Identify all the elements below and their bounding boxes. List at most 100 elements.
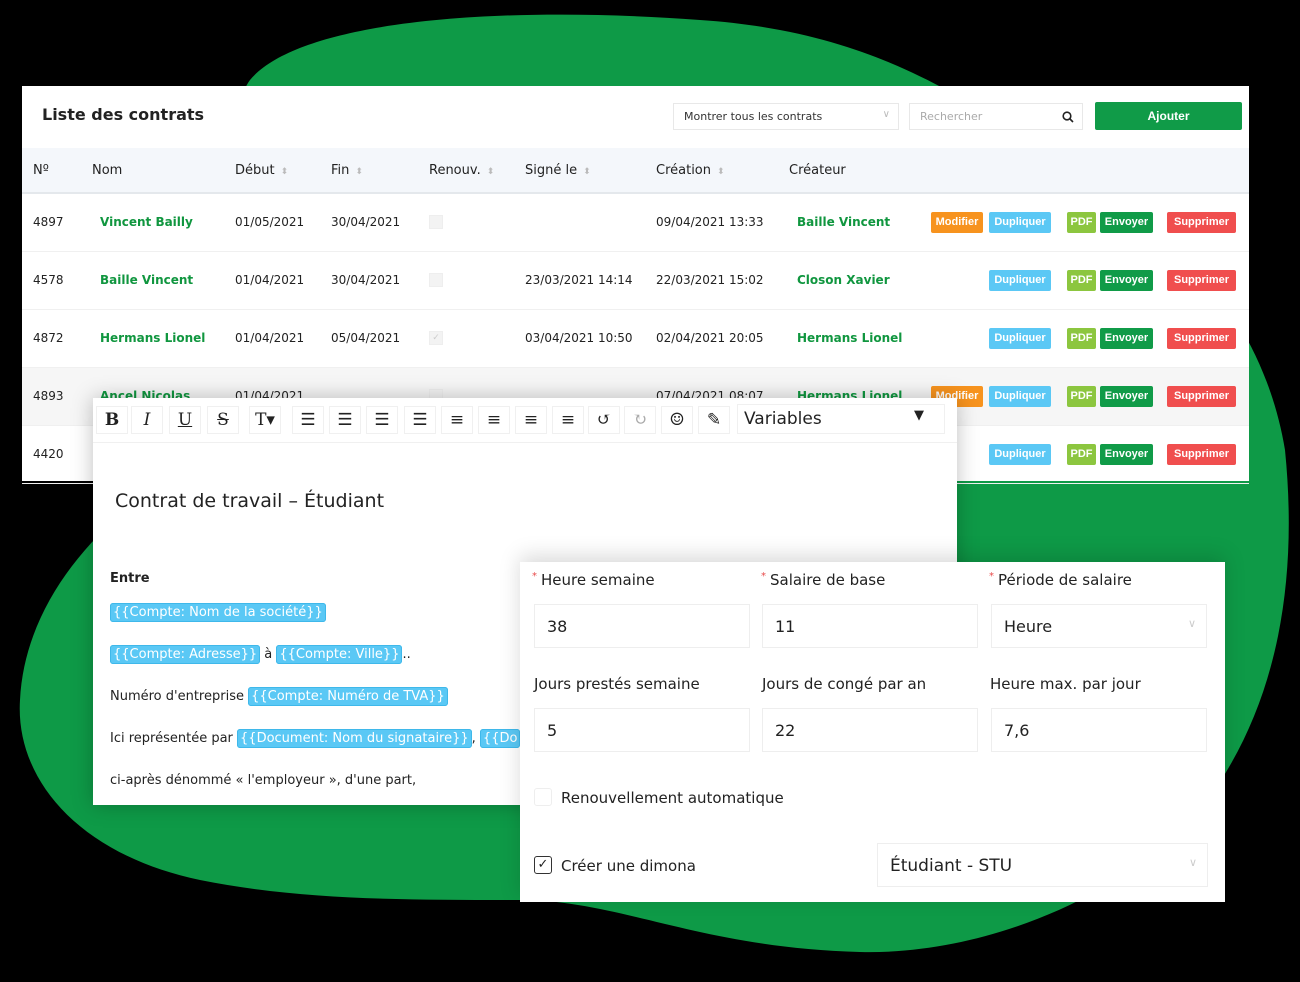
variable-tag[interactable]: {{Do bbox=[479, 729, 521, 748]
salary-period-label: * Période de salaire bbox=[989, 571, 1132, 589]
supprimer-button[interactable]: Supprimer bbox=[1167, 444, 1236, 465]
page-title: Liste des contrats bbox=[42, 105, 205, 124]
align-left-icon[interactable]: ≡ bbox=[441, 406, 473, 434]
pen-icon[interactable]: ✎ bbox=[698, 406, 730, 434]
redo-icon[interactable]: ↻ bbox=[624, 406, 656, 434]
dupliquer-button[interactable]: Dupliquer bbox=[989, 444, 1051, 465]
pdf-button[interactable]: PDF bbox=[1067, 212, 1096, 233]
envoyer-button[interactable]: Envoyer bbox=[1100, 444, 1153, 465]
cell-name[interactable]: Vincent Bailly bbox=[100, 215, 193, 229]
column-header[interactable]: Renouv. ⬍ bbox=[429, 163, 495, 178]
cell-name[interactable]: Hermans Lionel bbox=[100, 331, 206, 345]
supprimer-button[interactable]: Supprimer bbox=[1167, 386, 1236, 407]
required-marker: * bbox=[761, 571, 766, 582]
sort-icon[interactable]: ⬍ bbox=[717, 167, 725, 177]
cell-end: 30/04/2021 bbox=[331, 215, 401, 229]
underline-icon[interactable]: U bbox=[169, 406, 201, 434]
dupliquer-button[interactable]: Dupliquer bbox=[989, 386, 1051, 407]
pdf-button[interactable]: PDF bbox=[1067, 444, 1096, 465]
search-input[interactable]: Rechercher bbox=[909, 103, 1083, 130]
table-row: 4897 Vincent Bailly 01/05/2021 30/04/2021 09… bbox=[22, 194, 1249, 252]
max-hours-input[interactable]: 7,6 bbox=[991, 708, 1207, 752]
italic-icon[interactable]: I bbox=[131, 406, 163, 434]
table-row: 4872 Hermans Lionel 01/04/2021 05/04/2021 03… bbox=[22, 310, 1249, 368]
supprimer-button[interactable]: Supprimer bbox=[1167, 212, 1236, 233]
variable-tag[interactable]: {{Compte: Ville}} bbox=[276, 645, 403, 664]
envoyer-button[interactable]: Envoyer bbox=[1100, 386, 1153, 407]
required-marker: * bbox=[989, 571, 994, 582]
variable-tag[interactable]: {{Compte: Adresse}} bbox=[110, 645, 261, 664]
emoji-icon[interactable]: ☺ bbox=[661, 406, 693, 434]
pdf-button[interactable]: PDF bbox=[1067, 328, 1096, 349]
cell-id: 4872 bbox=[33, 331, 64, 345]
envoyer-button[interactable]: Envoyer bbox=[1100, 212, 1153, 233]
variables-label: Variables bbox=[744, 409, 822, 429]
numbered-list-icon[interactable]: ☰ bbox=[329, 406, 361, 434]
search-icon[interactable] bbox=[1062, 111, 1074, 123]
supprimer-button[interactable]: Supprimer bbox=[1167, 328, 1236, 349]
text: à bbox=[260, 647, 277, 662]
dupliquer-button[interactable]: Dupliquer bbox=[989, 328, 1051, 349]
envoyer-button[interactable]: Envoyer bbox=[1100, 328, 1153, 349]
text-size-icon[interactable]: T▾ bbox=[249, 406, 281, 434]
cell-id: 4578 bbox=[33, 273, 64, 287]
align-center-icon[interactable]: ≡ bbox=[478, 406, 510, 434]
dupliquer-button[interactable]: Dupliquer bbox=[989, 270, 1051, 291]
contracts-filter-select[interactable]: Montrer tous les contrats ∨ bbox=[673, 103, 899, 130]
align-right-icon[interactable]: ≡ bbox=[515, 406, 547, 434]
dimona-type-select[interactable]: Étudiant - STU ∨ bbox=[877, 843, 1208, 887]
cell-creator[interactable]: Hermans Lionel bbox=[797, 331, 903, 345]
variable-tag[interactable]: {{Document: Nom du signataire}} bbox=[237, 729, 472, 748]
cell-signed: 23/03/2021 14:14 bbox=[525, 273, 633, 287]
supprimer-button[interactable]: Supprimer bbox=[1167, 270, 1236, 291]
sort-icon[interactable]: ⬍ bbox=[486, 167, 495, 177]
cell-start: 01/05/2021 bbox=[235, 215, 305, 229]
sort-icon[interactable]: ⬍ bbox=[583, 167, 591, 177]
hours-week-input[interactable]: 38 bbox=[534, 604, 750, 648]
column-header[interactable]: Fin ⬍ bbox=[331, 163, 363, 178]
renew-checkbox: ✓ bbox=[429, 331, 443, 345]
auto-renew-checkbox[interactable] bbox=[534, 788, 552, 806]
cell-creator[interactable]: Baille Vincent bbox=[797, 215, 891, 229]
contract-settings-form: * Heure semaine * Salaire de base * Période… bbox=[520, 562, 1225, 902]
outdent-icon[interactable]: ☰ bbox=[404, 406, 436, 434]
sort-icon[interactable]: ⬍ bbox=[355, 167, 363, 177]
base-salary-input[interactable]: 11 bbox=[762, 604, 978, 648]
add-contract-button[interactable]: Ajouter bbox=[1095, 102, 1242, 130]
column-header[interactable]: Signé le ⬍ bbox=[525, 163, 591, 178]
renew-checkbox bbox=[429, 215, 443, 229]
text: , bbox=[471, 731, 480, 746]
dupliquer-button[interactable]: Dupliquer bbox=[989, 212, 1051, 233]
cell-creator[interactable]: Closon Xavier bbox=[797, 273, 890, 287]
sort-icon[interactable]: ⬍ bbox=[280, 167, 289, 177]
salary-period-select[interactable]: Heure ∨ bbox=[991, 604, 1207, 648]
check-icon: ✓ bbox=[537, 857, 549, 872]
column-header[interactable]: Création ⬍ bbox=[656, 163, 725, 178]
entre-label: Entre bbox=[110, 571, 150, 586]
bold-icon[interactable]: B bbox=[96, 406, 128, 434]
line-employer: ci-après dénommé « l'employeur », d'une … bbox=[110, 773, 417, 788]
variables-dropdown[interactable]: Variables ▼ bbox=[737, 404, 945, 434]
pdf-button[interactable]: PDF bbox=[1067, 270, 1096, 291]
dimona-checkbox[interactable]: ✓ bbox=[534, 856, 552, 874]
column-header[interactable]: Début ⬍ bbox=[235, 163, 289, 178]
cell-start: 01/04/2021 bbox=[235, 273, 305, 287]
strikethrough-icon[interactable]: S bbox=[207, 406, 239, 434]
max-hours-label: Heure max. par jour bbox=[990, 675, 1141, 693]
undo-icon[interactable]: ↺ bbox=[588, 406, 620, 434]
variable-tag[interactable]: {{Compte: Nom de la société}} bbox=[110, 603, 326, 622]
indent-icon[interactable]: ☰ bbox=[366, 406, 398, 434]
bullet-list-icon[interactable]: ☰ bbox=[292, 406, 324, 434]
pdf-button[interactable]: PDF bbox=[1067, 386, 1096, 407]
modifier-button[interactable]: Modifier bbox=[931, 212, 983, 233]
cell-created: 09/04/2021 13:33 bbox=[656, 215, 764, 229]
justify-icon[interactable]: ≡ bbox=[552, 406, 584, 434]
variable-tag[interactable]: {{Compte: Numéro de TVA}} bbox=[248, 687, 448, 706]
cell-id: 4893 bbox=[33, 389, 64, 403]
required-marker: * bbox=[532, 571, 537, 582]
cell-name[interactable]: Baille Vincent bbox=[100, 273, 194, 287]
envoyer-button[interactable]: Envoyer bbox=[1100, 270, 1153, 291]
base-salary-label: * Salaire de base bbox=[761, 571, 886, 589]
leave-days-input[interactable]: 22 bbox=[762, 708, 978, 752]
days-week-input[interactable]: 5 bbox=[534, 708, 750, 752]
